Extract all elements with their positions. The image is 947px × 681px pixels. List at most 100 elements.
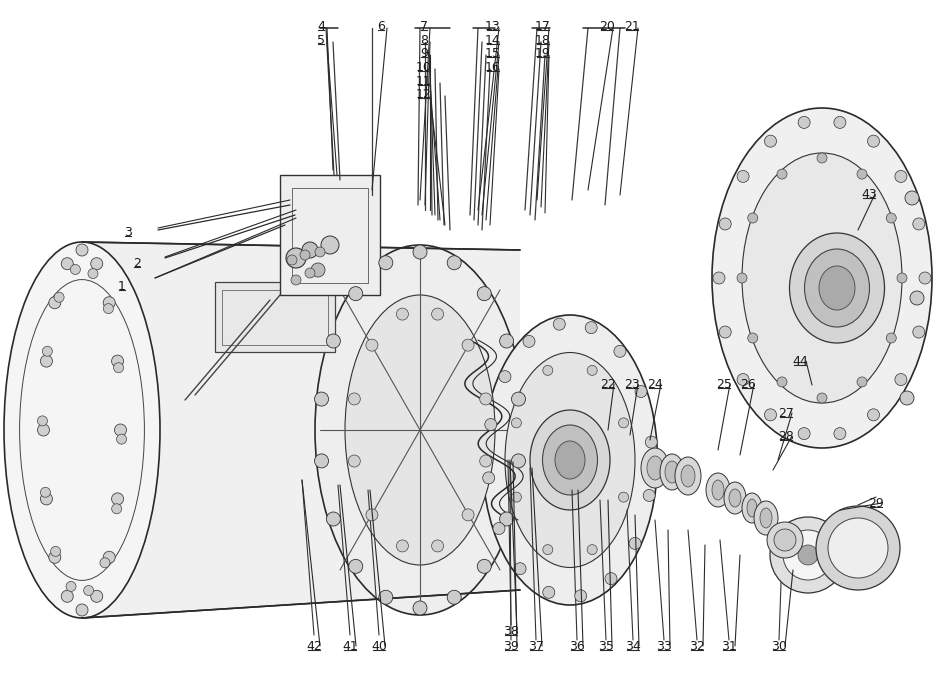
Circle shape bbox=[737, 170, 749, 183]
Circle shape bbox=[91, 590, 102, 602]
Circle shape bbox=[834, 428, 846, 440]
Circle shape bbox=[54, 292, 64, 302]
Circle shape bbox=[748, 333, 758, 343]
Circle shape bbox=[348, 287, 363, 300]
Circle shape bbox=[500, 334, 513, 348]
Circle shape bbox=[886, 213, 896, 223]
Text: 10: 10 bbox=[416, 61, 432, 74]
Text: 3: 3 bbox=[124, 226, 132, 239]
Circle shape bbox=[919, 272, 931, 284]
Circle shape bbox=[737, 273, 747, 283]
Text: 44: 44 bbox=[792, 355, 808, 368]
Circle shape bbox=[76, 604, 88, 616]
Ellipse shape bbox=[760, 508, 772, 528]
Circle shape bbox=[348, 393, 360, 405]
Ellipse shape bbox=[4, 242, 160, 618]
Text: 40: 40 bbox=[371, 640, 387, 653]
Text: 21: 21 bbox=[624, 20, 640, 33]
Text: 23: 23 bbox=[624, 378, 640, 391]
Ellipse shape bbox=[345, 295, 495, 565]
Ellipse shape bbox=[724, 482, 746, 514]
Text: 24: 24 bbox=[647, 378, 663, 391]
Circle shape bbox=[327, 334, 340, 348]
Text: 13: 13 bbox=[485, 20, 501, 33]
Text: 28: 28 bbox=[778, 430, 794, 443]
Circle shape bbox=[49, 297, 61, 308]
Ellipse shape bbox=[681, 465, 695, 487]
Text: 39: 39 bbox=[503, 640, 519, 653]
Circle shape bbox=[713, 272, 725, 284]
Circle shape bbox=[66, 582, 76, 591]
Circle shape bbox=[543, 366, 553, 375]
Ellipse shape bbox=[483, 315, 657, 605]
Ellipse shape bbox=[819, 266, 855, 310]
Ellipse shape bbox=[665, 461, 679, 483]
Ellipse shape bbox=[543, 425, 598, 495]
Circle shape bbox=[115, 424, 127, 436]
Circle shape bbox=[103, 552, 116, 563]
Circle shape bbox=[614, 345, 626, 358]
Circle shape bbox=[817, 153, 827, 163]
Circle shape bbox=[748, 213, 758, 223]
Text: 32: 32 bbox=[689, 640, 705, 653]
Circle shape bbox=[719, 326, 731, 338]
Circle shape bbox=[511, 392, 526, 406]
Circle shape bbox=[511, 418, 522, 428]
Circle shape bbox=[432, 540, 443, 552]
Circle shape bbox=[103, 297, 116, 308]
Ellipse shape bbox=[712, 480, 724, 500]
Circle shape bbox=[432, 308, 443, 320]
Circle shape bbox=[575, 590, 587, 602]
Circle shape bbox=[477, 287, 491, 300]
Circle shape bbox=[485, 419, 497, 430]
Circle shape bbox=[737, 374, 749, 385]
Text: 11: 11 bbox=[416, 75, 432, 88]
Text: 12: 12 bbox=[416, 88, 432, 101]
Circle shape bbox=[857, 377, 867, 387]
Circle shape bbox=[397, 308, 408, 320]
Circle shape bbox=[798, 545, 818, 565]
Text: 25: 25 bbox=[716, 378, 732, 391]
Circle shape bbox=[774, 529, 796, 551]
Text: 18: 18 bbox=[535, 34, 551, 47]
Ellipse shape bbox=[742, 153, 902, 403]
Text: 2: 2 bbox=[134, 257, 141, 270]
Ellipse shape bbox=[660, 454, 684, 490]
Circle shape bbox=[480, 393, 491, 405]
Text: 34: 34 bbox=[625, 640, 641, 653]
Circle shape bbox=[886, 333, 896, 343]
Circle shape bbox=[462, 339, 474, 351]
Circle shape bbox=[905, 191, 919, 205]
Circle shape bbox=[770, 517, 846, 593]
Ellipse shape bbox=[805, 249, 869, 327]
Circle shape bbox=[286, 248, 306, 268]
Ellipse shape bbox=[555, 441, 585, 479]
Circle shape bbox=[798, 428, 810, 440]
Circle shape bbox=[43, 346, 52, 356]
Circle shape bbox=[913, 326, 925, 338]
Bar bbox=[280, 175, 380, 295]
Circle shape bbox=[511, 454, 526, 468]
Circle shape bbox=[629, 537, 641, 550]
Circle shape bbox=[553, 318, 565, 330]
Ellipse shape bbox=[675, 457, 701, 495]
Circle shape bbox=[38, 424, 49, 436]
Circle shape bbox=[315, 247, 325, 257]
Circle shape bbox=[112, 504, 121, 513]
Circle shape bbox=[305, 268, 315, 278]
Text: 7: 7 bbox=[420, 20, 428, 33]
Ellipse shape bbox=[742, 493, 762, 523]
Ellipse shape bbox=[754, 501, 778, 535]
Bar bbox=[215, 282, 335, 352]
Circle shape bbox=[321, 236, 339, 254]
Circle shape bbox=[587, 545, 598, 554]
Circle shape bbox=[900, 391, 914, 405]
Circle shape bbox=[348, 455, 360, 467]
Circle shape bbox=[83, 586, 94, 595]
Circle shape bbox=[543, 586, 555, 599]
Circle shape bbox=[447, 590, 461, 604]
Circle shape bbox=[88, 268, 98, 279]
Circle shape bbox=[116, 434, 127, 444]
Circle shape bbox=[462, 509, 474, 521]
Circle shape bbox=[828, 518, 888, 578]
